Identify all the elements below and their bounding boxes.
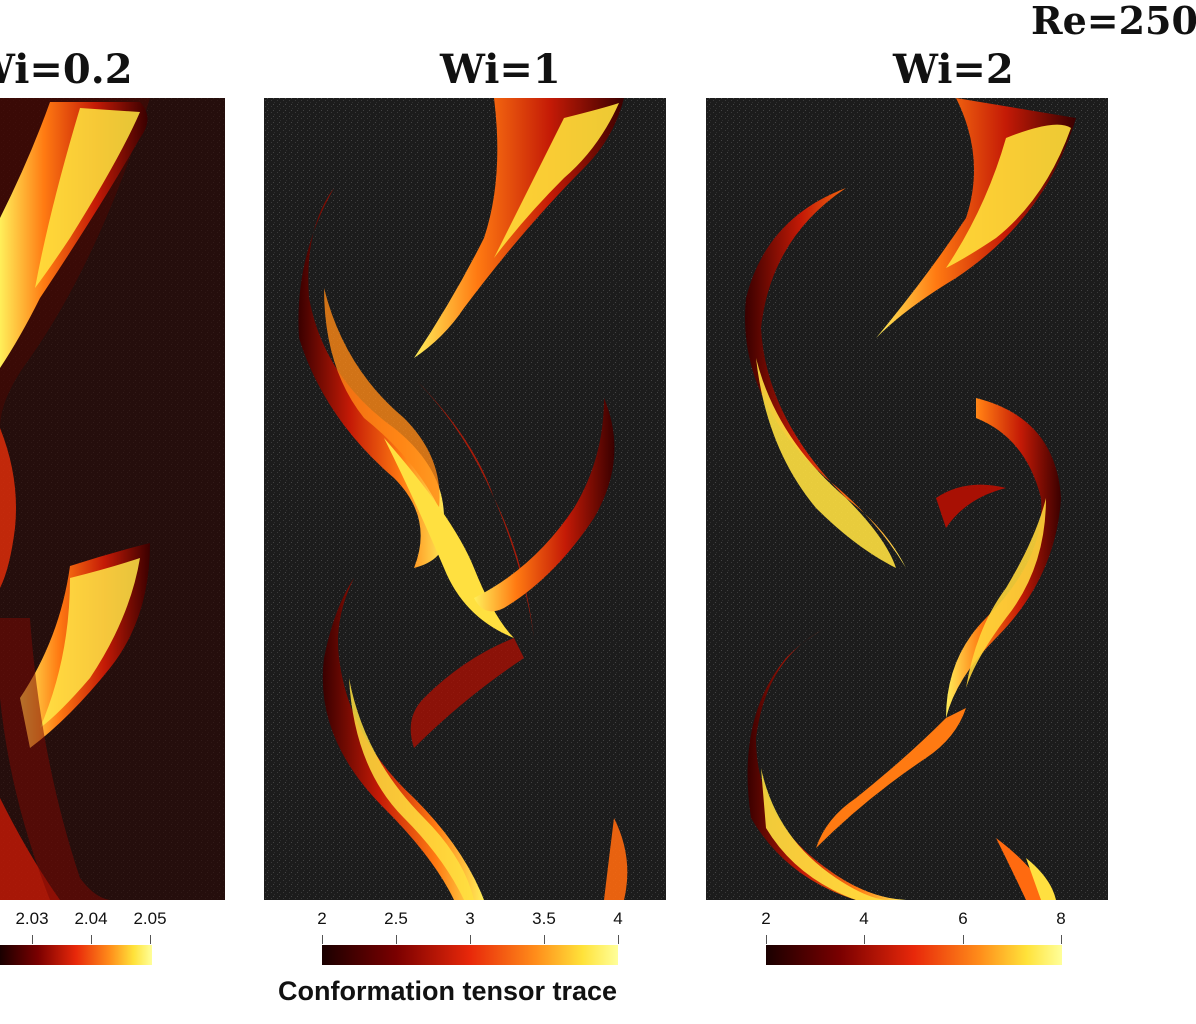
tick-label: 2.04: [74, 909, 108, 928]
tick-mark: [544, 935, 545, 944]
field-panel-wi-0-2: [0, 98, 225, 900]
tick-mark: [963, 935, 964, 944]
tick-mark: [150, 935, 151, 944]
panel-title-wi-1: Wi=1: [440, 46, 561, 93]
tick-label: 4: [859, 909, 869, 928]
tick-mark: [864, 935, 865, 944]
tick-label: 3.5: [532, 909, 556, 928]
colorbar-gradient-wi-1: [322, 945, 618, 965]
tick-label: 2.5: [384, 909, 408, 928]
tick-label: 6: [958, 909, 968, 928]
tick-mark: [396, 935, 397, 944]
field-image-wi-0-2: [0, 98, 225, 900]
tick-label: 2: [317, 909, 327, 928]
tick-mark: [766, 935, 767, 944]
colorbar-gradient-wi-2: [766, 945, 1062, 965]
colorbar-caption: Conformation tensor trace: [278, 976, 618, 1006]
tick-mark: [91, 935, 92, 944]
tick-label: 2.05: [133, 909, 167, 928]
field-panel-wi-1: [264, 98, 666, 900]
tick-label: 2.03: [15, 909, 49, 928]
tick-mark: [618, 935, 619, 944]
tick-mark: [470, 935, 471, 944]
panel-title-wi-0-2: Wi=0.2: [0, 46, 133, 93]
tick-mark: [322, 935, 323, 944]
tick-label: 2: [761, 909, 771, 928]
tick-mark: [1061, 935, 1062, 944]
reynolds-label: Re=250: [1031, 0, 1196, 43]
field-panel-wi-2: [706, 98, 1108, 900]
colorbar-gradient-wi-0-2: [0, 945, 152, 965]
tick-label: 3: [465, 909, 475, 928]
tick-mark: [32, 935, 33, 944]
panel-title-wi-2: Wi=2: [893, 46, 1014, 93]
field-image-wi-2: [706, 98, 1108, 900]
tick-label: 4: [613, 909, 623, 928]
tick-label: 8: [1056, 909, 1066, 928]
field-image-wi-1: [264, 98, 666, 900]
